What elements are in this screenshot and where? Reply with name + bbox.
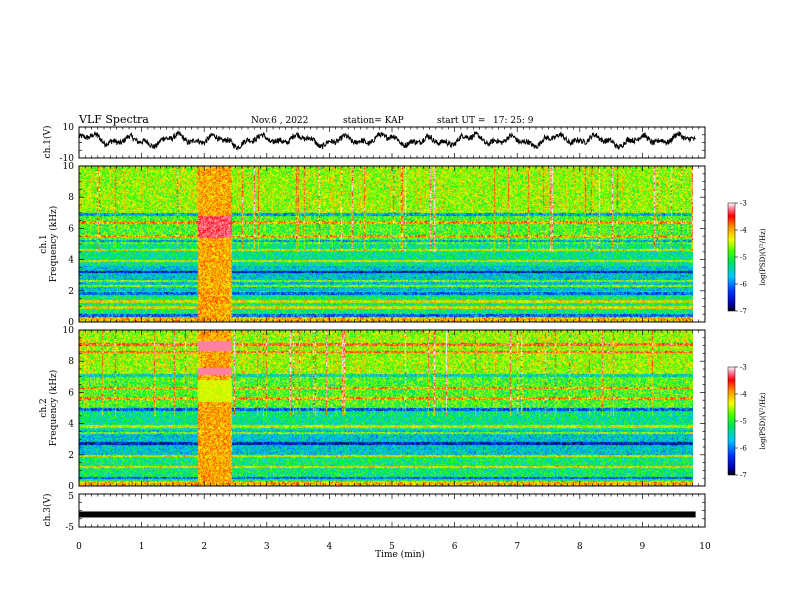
ch3-ytick-top: 5 [68,492,74,502]
ch3-waveform-frame [78,493,706,528]
x-tick-label: 1 [139,542,145,552]
colorbar-tick-label: -7 [740,472,747,480]
ch1-waveform-ticks [78,126,706,159]
colorbar-tick-label: -5 [740,254,747,262]
ch3-ylabel: ch.3(V) [42,494,53,527]
x-tick-label: 2 [201,542,207,552]
y-tick-label: 6 [68,388,74,398]
ch3-waveform-trace [79,511,696,518]
y-tick-label: 0 [68,318,74,328]
colorbar-tick-label: -6 [740,281,747,289]
x-axis-tick-labels: 0 1 2 3 4 5 6 7 8 9 10 [76,542,711,552]
ch2-spectrogram-ytick-labels: 0 2 4 6 8 10 [63,326,75,492]
colorbar-tick-label: -6 [740,445,747,453]
y-tick-label: 0 [68,482,74,492]
ch1-waveform-frame [78,126,706,159]
date-label: Nov.6 , 2022 [251,116,308,126]
y-tick-label: 2 [68,287,74,297]
colorbar-tick-label: -3 [740,364,747,372]
ch3-waveform-panel: 5 -5 ch.3(V) [42,492,706,533]
colorbar-tick-label: -7 [740,308,747,316]
ch1-waveform-trace [78,129,696,151]
x-tick-label: 3 [264,542,270,552]
y-tick-label: 10 [63,326,75,336]
y-tick-label: 4 [68,256,74,266]
y-tick-label: 8 [68,193,74,203]
y-tick-label: 6 [68,224,74,234]
x-tick-label: 4 [327,542,333,552]
colorbar-tick-label: -4 [740,227,747,235]
x-tick-label: 8 [577,542,583,552]
start-time-value: 17: 25: 9 [493,116,534,126]
station-label: station= KAP [343,116,404,126]
y-tick-label: 8 [68,357,74,367]
ch2-frequency-axis-label: Frequency (kHz) [48,370,59,447]
ch2-spectrogram-ticks [78,329,706,487]
ch1-ylabel: ch.1(V) [42,126,53,159]
x-tick-label: 7 [514,542,520,552]
ch2-colorbar-ticks: -3 -4 -5 -6 -7 [735,364,747,480]
ch2-colorbar-label: log(PSD)(V²/Hz) [759,392,767,449]
x-tick-label: 9 [640,542,646,552]
start-ut-label: start UT = [437,116,485,126]
ch1-frequency-axis-label: Frequency (kHz) [48,206,59,283]
y-tick-label: 10 [63,162,75,172]
colorbar-tick-label: -3 [740,200,747,208]
ch1-ytick-top: 10 [63,123,75,133]
y-tick-label: 4 [68,420,74,430]
x-tick-label: 5 [389,542,395,552]
x-tick-label: 0 [76,542,82,552]
x-tick-label: 6 [452,542,458,552]
ch1-colorbar [727,202,736,312]
colorbar-tick-label: -5 [740,418,747,426]
ch1-spectrogram-ytick-labels: 0 2 4 6 8 10 [63,162,75,328]
ch3-waveform-ticks [78,493,706,528]
ch2-colorbar [727,366,736,476]
x-tick-label: 10 [699,542,711,552]
ch1-waveform-panel: 10 -10 ch.1(V) [42,123,706,164]
ch2-channel-label: ch.2 [39,398,49,417]
ch1-colorbar-label: log(PSD)(V²/Hz) [759,228,767,285]
ch1-colorbar-ticks: -3 -4 -5 -6 -7 [735,200,747,316]
ch1-channel-label: ch.1 [39,234,49,253]
ch1-spectrogram-ticks [78,165,706,323]
figure-title: VLF Spectra [78,113,149,126]
ch1-ytick-bottom: -10 [60,154,75,164]
ch1-spectrogram-heatmap [79,166,693,322]
x-axis-label: Time (min) [375,549,425,560]
ch3-ytick-bottom: -5 [65,523,74,533]
y-tick-label: 2 [68,451,74,461]
ch2-spectrogram-heatmap [79,330,693,486]
colorbar-tick-label: -4 [740,391,747,399]
